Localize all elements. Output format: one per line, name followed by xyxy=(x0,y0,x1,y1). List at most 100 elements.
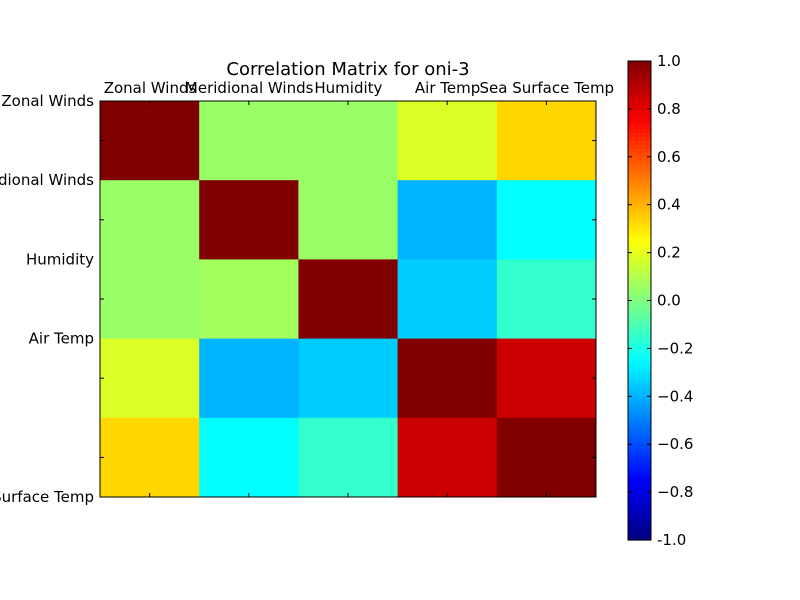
colorbar-segment xyxy=(628,188,651,194)
colorbar-segment xyxy=(628,61,651,66)
colorbar-segment xyxy=(628,220,651,226)
colorbar-segment xyxy=(628,212,651,218)
chart-title: Correlation Matrix for oni-3 xyxy=(226,59,469,80)
colorbar-segment xyxy=(628,112,651,118)
colorbar-segment xyxy=(628,432,651,437)
colorbar-segment xyxy=(628,204,651,210)
colorbar-segment xyxy=(628,444,651,449)
colorbar-segment xyxy=(628,312,651,318)
colorbar: -1.0 −0.8 −0.6 −0.4 −0.2 0.0 0.2 0.4 0.6 0.8 1.0 xyxy=(627,52,693,549)
colorbar-segment xyxy=(628,116,651,122)
colorbar-segment xyxy=(628,300,651,306)
colorbar-segment xyxy=(628,400,651,405)
y-tick-label: Humidity xyxy=(26,250,94,268)
colorbar-segment xyxy=(628,536,651,541)
colorbar-segment xyxy=(628,496,651,501)
colorbar-segment xyxy=(628,468,651,473)
colorbar-segment xyxy=(628,140,651,146)
colorbar-segment xyxy=(628,272,651,278)
colorbar-segment xyxy=(628,208,651,214)
colorbar-segment xyxy=(628,416,651,421)
heatmap-cell xyxy=(496,259,597,340)
colorbar-segment xyxy=(628,124,651,130)
colorbar-segment xyxy=(628,360,651,365)
colorbar-segment xyxy=(628,104,651,110)
colorbar-segment xyxy=(628,304,651,310)
colorbar-tick-label: 0.4 xyxy=(657,196,681,214)
colorbar-segment xyxy=(628,108,651,114)
colorbar-segment xyxy=(628,244,651,250)
heatmap-cell xyxy=(100,180,200,260)
colorbar-segment xyxy=(628,500,651,505)
colorbar-segment xyxy=(628,476,651,481)
colorbar-segment xyxy=(628,168,651,174)
colorbar-segment xyxy=(628,100,651,106)
colorbar-segment xyxy=(628,200,651,206)
colorbar-segment xyxy=(628,464,651,469)
colorbar-segment xyxy=(628,164,651,170)
colorbar-segment xyxy=(628,228,651,234)
colorbar-segment xyxy=(628,316,651,322)
heatmap-cell xyxy=(199,417,299,498)
colorbar-segment xyxy=(628,176,651,182)
colorbar-segment xyxy=(628,404,651,409)
colorbar-segment xyxy=(628,152,651,158)
heatmap-cell xyxy=(100,338,200,419)
colorbar-segment xyxy=(628,308,651,314)
y-tick-label: Meridional Winds xyxy=(0,171,94,189)
colorbar-segment xyxy=(628,456,651,461)
colorbar-segment xyxy=(628,276,651,282)
heatmap-cell xyxy=(100,259,200,340)
colorbar-segment xyxy=(628,516,651,521)
colorbar-segment xyxy=(628,264,651,270)
heatmap-cell xyxy=(496,417,597,498)
colorbar-segment xyxy=(628,376,651,381)
colorbar-segment xyxy=(628,396,651,401)
colorbar-segment xyxy=(628,492,651,497)
heatmap-cell xyxy=(397,338,498,419)
heatmap-cells xyxy=(100,101,597,498)
colorbar-tick-label: −0.4 xyxy=(657,387,693,405)
colorbar-segment xyxy=(628,76,651,82)
colorbar-segment xyxy=(628,120,651,126)
colorbar-segment xyxy=(628,68,651,74)
colorbar-segment xyxy=(628,504,651,509)
colorbar-segment xyxy=(628,352,651,357)
colorbar-segment xyxy=(628,356,651,361)
colorbar-segment xyxy=(628,232,651,238)
axis-ticks xyxy=(100,101,596,497)
colorbar-segment xyxy=(628,440,651,445)
colorbar-segment xyxy=(628,256,651,262)
x-tick-label: Air Temp xyxy=(415,79,480,97)
colorbar-segment xyxy=(628,460,651,465)
colorbar-tick-label: 0.0 xyxy=(657,292,681,310)
colorbar-segment xyxy=(628,336,651,342)
colorbar-segment xyxy=(628,260,651,266)
heatmap-cell xyxy=(199,259,299,340)
colorbar-segment xyxy=(628,320,651,326)
colorbar-segment xyxy=(628,436,651,441)
colorbar-segment xyxy=(628,184,651,190)
colorbar-segment xyxy=(628,132,651,138)
colorbar-segment xyxy=(628,84,651,90)
colorbar-tick-label: −0.8 xyxy=(657,483,693,501)
colorbar-segment xyxy=(628,268,651,274)
colorbar-segment xyxy=(628,288,651,294)
colorbar-tick-label: 1.0 xyxy=(657,52,681,70)
colorbar-segment xyxy=(628,512,651,517)
colorbar-segment xyxy=(628,532,651,537)
x-tick-label: Zonal Winds xyxy=(104,79,197,97)
colorbar-segment xyxy=(628,96,651,102)
heatmap-cell xyxy=(298,259,399,340)
colorbar-segment xyxy=(628,480,651,485)
heatmap-cell xyxy=(397,180,498,260)
x-tick-label: Sea Surface Temp xyxy=(479,79,614,97)
colorbar-segment xyxy=(628,324,651,330)
colorbar-segment xyxy=(628,528,651,533)
colorbar-segment xyxy=(628,80,651,86)
colorbar-segment xyxy=(628,372,651,377)
heatmap-cell xyxy=(496,338,597,419)
colorbar-tick-label: 0.6 xyxy=(657,148,681,166)
colorbar-segment xyxy=(628,64,651,70)
